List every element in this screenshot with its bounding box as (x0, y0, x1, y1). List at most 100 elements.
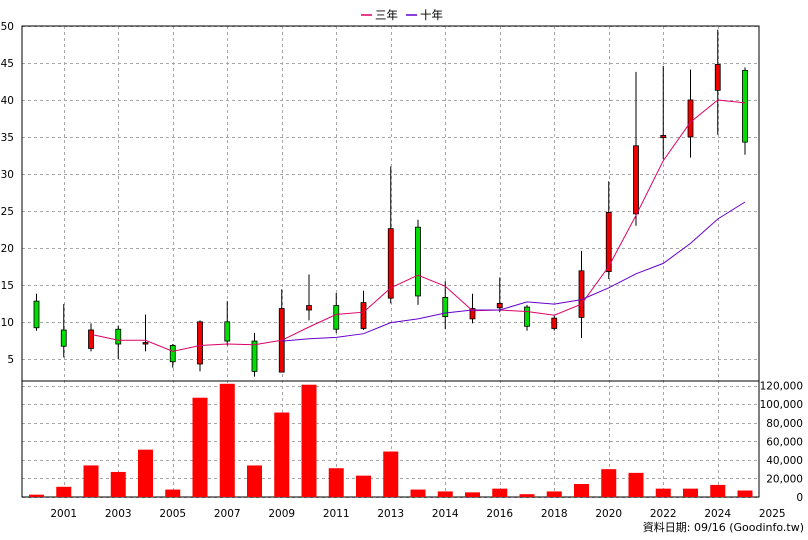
candlestick (169, 344, 176, 368)
candle-body (306, 305, 312, 311)
volume-bar (301, 384, 317, 497)
price-tick-label: 45 (1, 58, 14, 70)
price-tick-label: 20 (1, 243, 14, 255)
volume-bar (356, 475, 371, 497)
volume-bar (219, 383, 235, 497)
candle-body (578, 270, 585, 318)
x-axis-labels: 2001 2003 2005 2007 2009 2011 2013 2014 2016 2018… (50, 508, 785, 520)
candlestick (415, 219, 421, 305)
x-tick-label: 2013 (377, 508, 404, 520)
volume-bar (192, 397, 208, 497)
candle-body (742, 69, 748, 143)
candlestick (306, 274, 312, 321)
price-tick-label: 15 (1, 280, 14, 292)
volume-bar (165, 489, 181, 497)
volume-tick-label: 80,000 (766, 418, 803, 430)
candle-body (551, 317, 558, 329)
candle-body (60, 329, 67, 347)
volume-bar (465, 492, 480, 497)
volume-bar (410, 489, 426, 497)
candle-body (524, 306, 530, 327)
x-tick-label: 2024 (704, 508, 731, 520)
candlestick (360, 290, 367, 330)
candlestick (251, 332, 258, 377)
candlestick (115, 325, 122, 359)
ma-line-10yr (281, 201, 746, 342)
legend-label-3yr: 三年 (375, 8, 398, 22)
candle-body (224, 321, 231, 342)
candlestick (742, 67, 748, 155)
price-tick-label: 30 (1, 169, 14, 181)
x-tick-label: 2016 (486, 508, 513, 520)
candlestick (496, 277, 503, 313)
x-tick-label: 2014 (432, 508, 459, 520)
volume-bar (138, 449, 153, 497)
data-date-footer: 資料日期: 09/16 (Goodinfo.tw) (643, 520, 804, 534)
x-tick-label: 2009 (268, 508, 295, 520)
candlestick (387, 166, 394, 304)
candlestick (442, 281, 449, 330)
candle-body (333, 305, 340, 330)
candlestick (224, 301, 231, 346)
candlestick (88, 323, 94, 352)
candlestick (578, 250, 585, 339)
volume-bar (328, 468, 344, 497)
candle-body (251, 340, 258, 372)
candle-body (496, 302, 503, 309)
volume-bar (274, 412, 290, 497)
candlestick (633, 71, 639, 226)
candle-body (660, 135, 667, 139)
x-tick-label: 2007 (214, 508, 241, 520)
volume-bar (683, 488, 698, 497)
candle-body (605, 211, 612, 272)
volume-bar (655, 488, 671, 497)
volume-bar (29, 494, 44, 497)
volume-bar (737, 490, 753, 497)
candlestick (333, 292, 340, 333)
x-tick-label: 2001 (50, 508, 77, 520)
candlestick (551, 315, 558, 331)
x-tick-label: 2005 (159, 508, 186, 520)
volume-bar (601, 469, 617, 497)
volume-bar (56, 486, 72, 497)
moving-averages (90, 99, 746, 352)
volume-tick-label: 60,000 (766, 436, 803, 448)
candle-body (197, 321, 203, 365)
x-tick-label: 2018 (541, 508, 568, 520)
x-tick-label: 2003 (105, 508, 132, 520)
price-tick-label: 35 (1, 132, 14, 144)
candle-body (88, 329, 94, 349)
candlestick (142, 314, 149, 352)
price-tick-label: 50 (1, 21, 14, 33)
ma-line-3yr (90, 99, 746, 352)
candle-body (169, 345, 176, 363)
price-tick-label: 25 (1, 206, 14, 218)
x-tick-label: 2011 (323, 508, 350, 520)
volume-bar (247, 465, 262, 497)
candlestick (524, 304, 530, 331)
volume-tick-label: 20,000 (766, 473, 803, 485)
price-tick-label: 10 (1, 317, 14, 329)
volume-bar (437, 491, 453, 497)
x-tick-label: 2022 (650, 508, 677, 520)
legend: 三年 十年 (361, 8, 443, 22)
candlestick (278, 289, 285, 373)
candle-body (33, 300, 40, 329)
candlestick (33, 293, 40, 331)
candle-body (115, 328, 122, 345)
candle-body (633, 145, 639, 215)
candle-body (469, 308, 476, 320)
candlestick (605, 181, 612, 279)
candle-body (687, 99, 694, 138)
volume-bar (628, 472, 644, 497)
candle-body (360, 302, 367, 329)
price-tick-label: 5 (7, 354, 14, 366)
volume-bar (710, 484, 726, 497)
volume-tick-label: 100,000 (760, 399, 803, 411)
candle-body (387, 228, 394, 299)
volume-tick-label: 120,000 (760, 381, 803, 393)
volume-bar (492, 488, 508, 497)
volume-bars (29, 383, 753, 497)
volume-bar (110, 471, 126, 497)
